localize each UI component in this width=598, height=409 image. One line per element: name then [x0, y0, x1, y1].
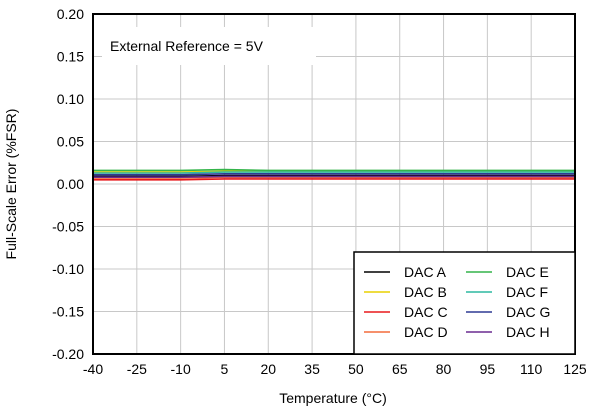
y-tick-label: -0.20 [52, 346, 84, 362]
series-line-dac-g [93, 173, 575, 176]
x-tick-label: 5 [221, 361, 229, 377]
series-lines [93, 168, 575, 181]
annotation-box: External Reference = 5V [102, 27, 316, 65]
legend-label-dac-g: DAC G [506, 304, 550, 320]
legend: DAC A DAC B DAC C DAC D DAC E DAC F DAC G DAC H [353, 251, 576, 355]
x-tick-label: 50 [348, 361, 364, 377]
legend-box [353, 251, 576, 355]
x-tick-label: 80 [436, 361, 452, 377]
legend-label-dac-d: DAC D [404, 324, 448, 340]
y-tick-label: 0.00 [57, 176, 84, 192]
series-line-dac-h [93, 175, 575, 178]
legend-entries: DAC A DAC B DAC C DAC D DAC E DAC F DAC G DAC H [364, 264, 550, 340]
legend-label-dac-c: DAC C [404, 304, 448, 320]
plot-frame [92, 13, 576, 355]
legend-label-dac-a: DAC A [404, 264, 447, 280]
y-tick-label: 0.20 [57, 6, 84, 22]
annotation-background [102, 27, 316, 65]
y-tick-label: -0.15 [52, 304, 84, 320]
x-tick-label: 20 [260, 361, 276, 377]
x-tick-label: 95 [480, 361, 496, 377]
legend-label-dac-f: DAC F [506, 284, 548, 300]
legend-label-dac-e: DAC E [506, 264, 549, 280]
y-tick-labels: 0.20 0.15 0.10 0.05 0.00 -0.05 -0.10 -0.15 -0.20 [52, 6, 84, 362]
x-tick-label: 35 [304, 361, 320, 377]
series-line-dac-e [93, 168, 575, 172]
y-tick-label: -0.05 [52, 219, 84, 235]
x-tick-labels: -40 -25 -10 5 20 35 50 65 80 95 110 125 [83, 361, 587, 377]
series-line-dac-f [93, 171, 575, 174]
x-tick-label: -25 [127, 361, 147, 377]
annotation-text: External Reference = 5V [110, 38, 264, 54]
legend-label-dac-b: DAC B [404, 284, 447, 300]
x-tick-label: -10 [171, 361, 191, 377]
x-axis-label: Temperature (°C) [279, 390, 387, 406]
y-axis-label: Full-Scale Error (%FSR) [3, 109, 19, 260]
y-tick-label: 0.05 [57, 134, 84, 150]
x-tick-label: 125 [563, 361, 587, 377]
y-tick-label: 0.15 [57, 49, 84, 65]
x-tick-label: -40 [83, 361, 103, 377]
series-line-dac-c [93, 178, 575, 181]
x-tick-label: 65 [392, 361, 408, 377]
y-tick-label: 0.10 [57, 91, 84, 107]
legend-label-dac-h: DAC H [506, 324, 550, 340]
y-tick-label: -0.10 [52, 261, 84, 277]
x-tick-label: 110 [520, 361, 543, 377]
